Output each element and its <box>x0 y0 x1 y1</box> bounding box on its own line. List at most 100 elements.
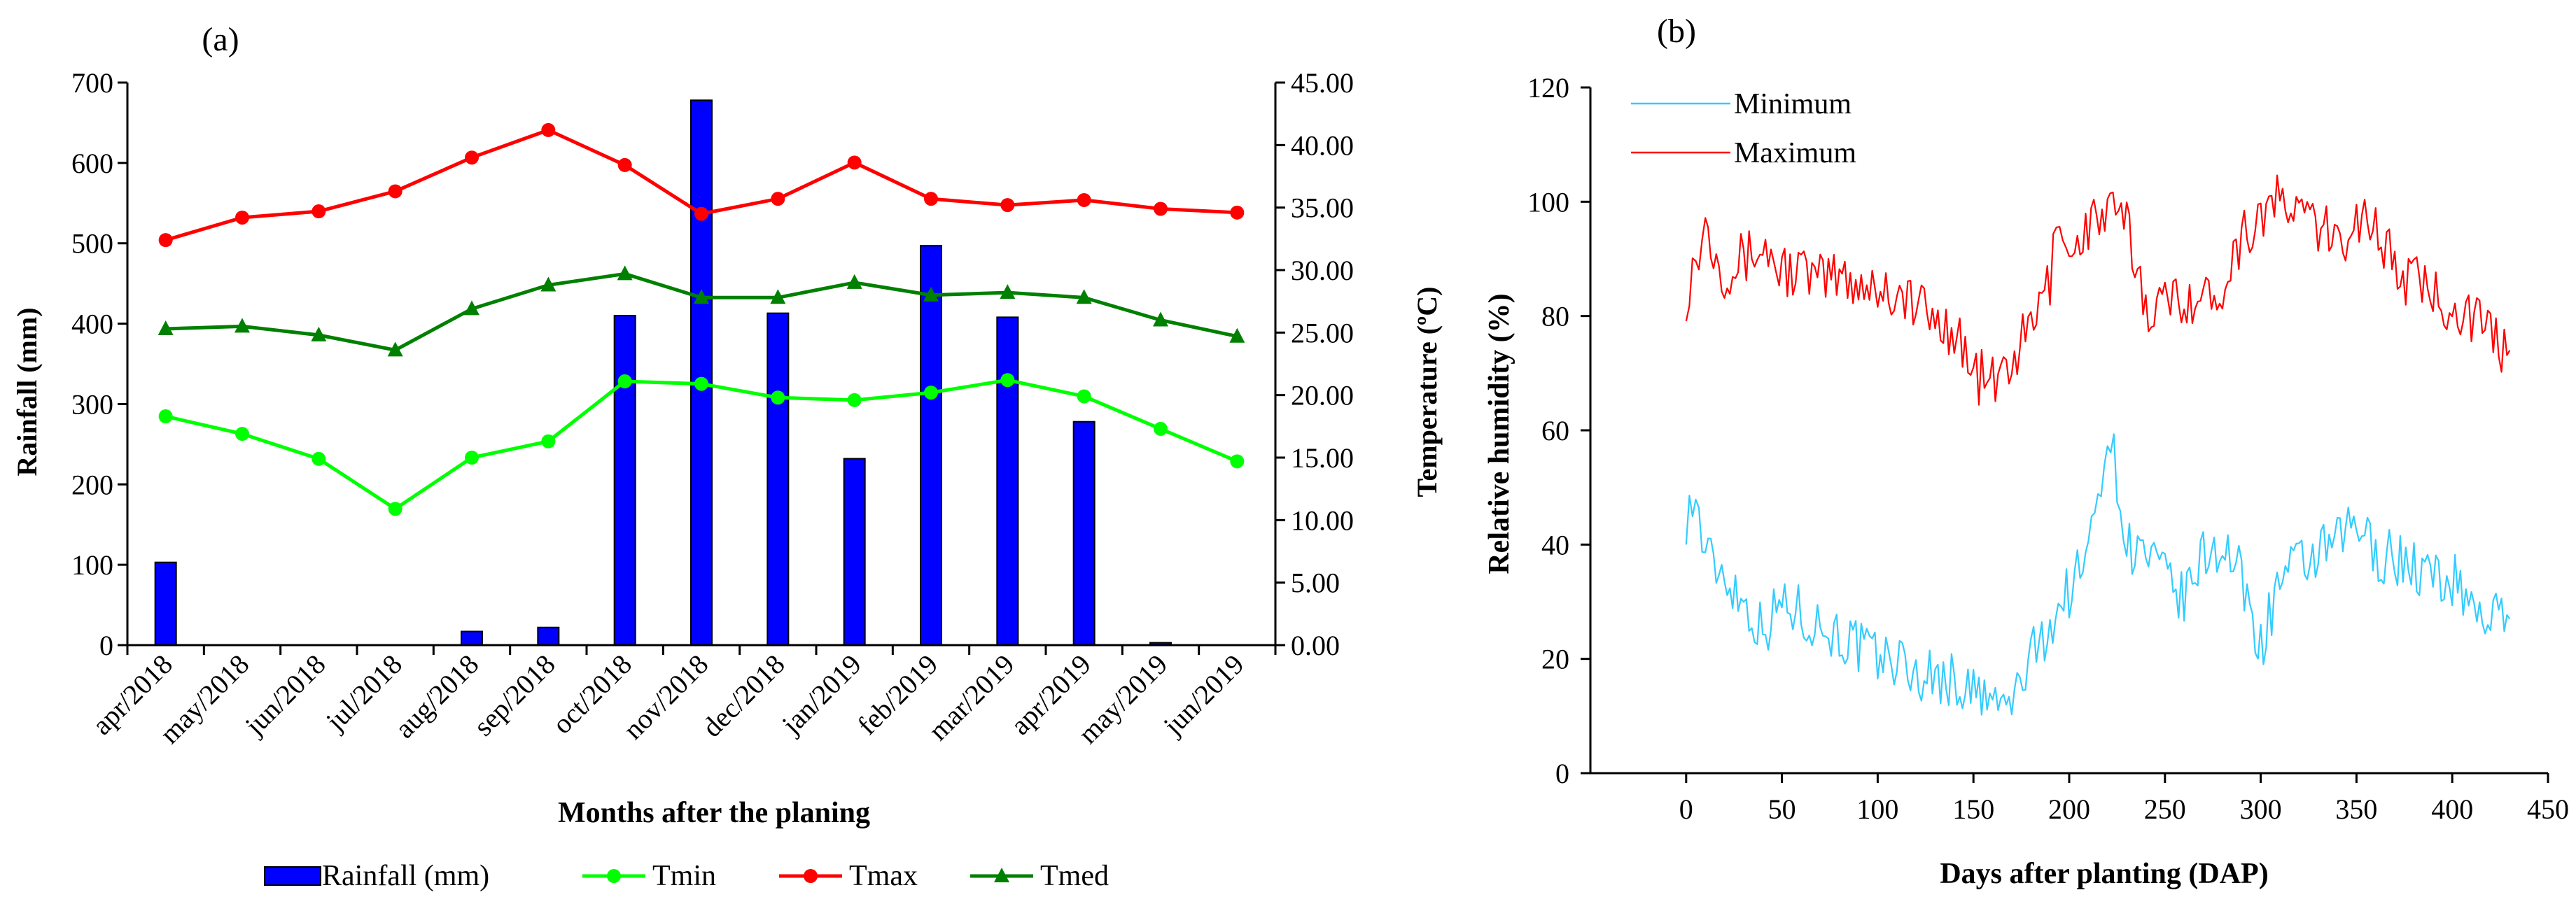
rainfall-bar <box>613 315 636 646</box>
y-tick-label: 0 <box>1555 758 1569 789</box>
left-tick-label: 500 <box>71 228 113 260</box>
x-tick-label: 50 <box>1768 793 1796 825</box>
marker-tmin <box>1077 389 1091 404</box>
marker-tmax <box>1230 205 1245 220</box>
panel-a-legend: Rainfall (mm) Tmin Tmax Tmed <box>264 860 1109 892</box>
rainfall-bar <box>1072 421 1096 646</box>
y-tick-label: 80 <box>1541 301 1569 332</box>
month-tick-label: nov/2018 <box>617 649 715 746</box>
legend-maximum-label: Maximum <box>1734 137 1856 169</box>
marker-tmed <box>1076 289 1092 304</box>
marker-tmax <box>388 184 402 199</box>
right-tick-label: 30.00 <box>1291 255 1354 286</box>
left-tick-label: 600 <box>71 148 113 179</box>
temperature-axis-title: Temperature (ºC) <box>1411 287 1443 497</box>
marker-tmin <box>1230 454 1245 469</box>
y-tick-label: 120 <box>1527 72 1569 104</box>
marker-tmax <box>1000 198 1015 213</box>
y-tick-label: 40 <box>1541 529 1569 560</box>
marker-tmed <box>1153 311 1168 327</box>
marker-tmin <box>617 374 632 389</box>
line-minimum <box>1685 433 2511 716</box>
left-tick-label: 100 <box>71 549 113 581</box>
rainfall-bar <box>154 561 177 646</box>
marker-tmin <box>312 451 326 466</box>
marker-tmed <box>617 265 633 281</box>
right-tick-label: 35.00 <box>1291 192 1354 224</box>
rainfall-bar <box>766 312 790 646</box>
legend-tmin-label: Tmin <box>652 860 716 892</box>
x-tick-label: 400 <box>2431 793 2473 825</box>
humidity-axis-title: Relative humidity (%) <box>1483 293 1516 574</box>
rainfall-bars <box>154 99 1172 647</box>
marker-tmax <box>771 192 785 206</box>
marker-tmed <box>1000 284 1016 299</box>
x-tick-label: 350 <box>2335 793 2377 825</box>
panel-b-legend: Minimum Maximum <box>1631 88 1856 169</box>
x-tick-label: 250 <box>2144 793 2186 825</box>
left-tick-label: 400 <box>71 309 113 340</box>
y-tick-label: 60 <box>1541 415 1569 446</box>
rainfall-bar <box>690 99 713 647</box>
marker-tmin <box>465 451 479 465</box>
panel-b-axes: 0 20 40 60 80 100 120 0 50 100 150 200 250 300 350 400 4… <box>1527 72 2569 825</box>
marker-tmax <box>924 192 938 206</box>
months-axis-title: Months after the planing <box>558 797 870 829</box>
marker-tmed <box>923 286 939 302</box>
legend-minimum-label: Minimum <box>1734 88 1851 120</box>
legend-tmed-marker <box>994 868 1009 882</box>
marker-tmed <box>846 274 862 289</box>
y-tick-label: 100 <box>1527 186 1569 218</box>
marker-tmed <box>464 300 479 316</box>
right-tick-label: 20.00 <box>1291 380 1354 411</box>
right-tick-label: 45.00 <box>1291 67 1354 99</box>
panel-a-rainfall-temperature-chart: (a) 0 100 200 300 400 500 600 700 0.00 5.00 10.00 1… <box>11 21 1443 892</box>
legend-rainfall-swatch <box>264 866 321 886</box>
right-tick-label: 40.00 <box>1291 129 1354 161</box>
panel-b-relative-humidity-chart: (b) 0 20 40 60 80 100 120 0 50 100 150 200 250 300 350… <box>1483 13 2569 890</box>
marker-tmed <box>311 326 327 341</box>
month-tick-label: jan/2019 <box>775 649 867 741</box>
dap-axis-title: Days after planting (DAP) <box>1940 858 2268 890</box>
marker-tmed <box>234 318 250 333</box>
marker-tmin <box>924 386 938 400</box>
legend-tmax-label: Tmax <box>849 860 918 892</box>
marker-tmax <box>847 155 862 170</box>
x-tick-label: 300 <box>2240 793 2282 825</box>
marker-tmed <box>1229 327 1245 343</box>
marker-tmed <box>694 289 709 304</box>
marker-tmax <box>158 233 173 248</box>
marker-tmin <box>1154 421 1168 436</box>
y-tick-label: 20 <box>1541 644 1569 675</box>
right-tick-label: 0.00 <box>1291 630 1340 661</box>
legend-tmed-label: Tmed <box>1040 860 1109 892</box>
marker-tmed <box>770 289 786 304</box>
left-tick-label: 200 <box>71 469 113 500</box>
month-tick-label: jun/2018 <box>238 649 332 742</box>
legend-tmin-marker <box>607 869 621 883</box>
x-tick-label: 100 <box>1856 793 1898 825</box>
rainfall-axis-title: Rainfall (mm) <box>11 307 43 476</box>
x-tick-label: 0 <box>1679 793 1693 825</box>
marker-tmax <box>694 206 708 221</box>
right-tick-label: 10.00 <box>1291 504 1354 536</box>
rainfall-bar <box>537 626 560 647</box>
left-tick-label: 700 <box>71 67 113 99</box>
x-tick-label: 450 <box>2527 793 2569 825</box>
left-tick-label: 300 <box>71 388 113 420</box>
marker-tmin <box>1000 373 1015 388</box>
panel-b-label: (b) <box>1657 13 1696 50</box>
marker-tmax <box>1154 202 1168 216</box>
rainfall-bar <box>920 245 942 647</box>
marker-tmax <box>465 150 479 165</box>
marker-tmax <box>1077 192 1091 207</box>
month-tick-label: dec/2018 <box>696 649 790 743</box>
right-tick-label: 5.00 <box>1291 567 1340 599</box>
marker-tmin <box>847 393 862 407</box>
temperature-lines <box>158 122 1245 516</box>
x-tick-label: 150 <box>1952 793 1994 825</box>
panel-a-label: (a) <box>202 21 239 58</box>
marker-tmax <box>617 157 632 172</box>
marker-tmin <box>694 376 708 391</box>
rainfall-bar <box>461 630 483 647</box>
